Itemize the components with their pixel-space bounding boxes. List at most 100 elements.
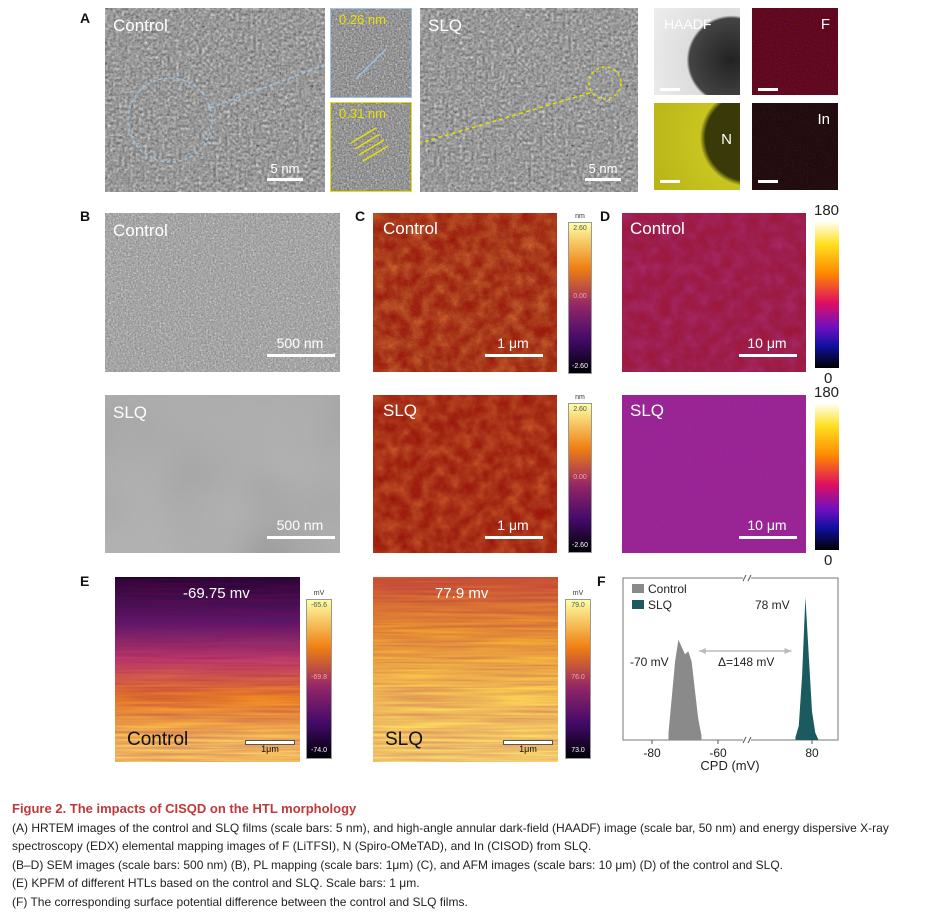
edx-label: F xyxy=(820,16,830,33)
hrtem-slq-image: SLQ 5 nm xyxy=(420,8,638,192)
pl-colorbar: nm 2.60 0.00 -2.60 xyxy=(568,213,592,374)
edx-n-map: N xyxy=(654,103,740,190)
scale-bar xyxy=(739,536,797,539)
hrtem-inset-slq: 0.31 nm xyxy=(330,102,412,192)
panel-label-c: C xyxy=(355,208,366,224)
kpfm-colorbar: mV 79.0 76.0 73.0 xyxy=(565,590,591,759)
colorbar-min: 0 xyxy=(824,552,833,569)
image-label: Control xyxy=(113,16,168,35)
scale-label: 1μm xyxy=(519,744,537,754)
edx-in-map: In xyxy=(752,103,838,190)
scale-bar xyxy=(267,354,335,357)
image-label: Control xyxy=(383,219,438,238)
colorbar-min: 0 xyxy=(824,370,833,387)
pl-slq-map: SLQ 1 μm xyxy=(373,395,557,553)
plot-frame xyxy=(622,577,839,741)
scale-bar xyxy=(739,354,797,357)
kpfm-value-label: 77.9 mv xyxy=(435,585,489,602)
scale-bar xyxy=(485,354,543,357)
edx-label: N xyxy=(721,131,732,148)
axis-break-mark xyxy=(742,736,747,744)
sem-slq-image: SLQ 500 nm xyxy=(105,395,340,553)
panel-label-a: A xyxy=(80,10,91,26)
colorbar-unit: mV xyxy=(572,590,584,597)
image-label: SLQ xyxy=(383,401,418,420)
figure-caption: Figure 2. The impacts of CISQD on the HT… xyxy=(12,800,922,911)
scale-label: 1 μm xyxy=(497,517,529,533)
caption-line: (B–D) SEM images (scale bars: 500 nm) (B… xyxy=(12,857,783,872)
colorbar-mid: 0.00 xyxy=(573,474,587,481)
legend-label-control: Control xyxy=(648,582,687,596)
caption-line: (F) The corresponding surface potential … xyxy=(12,894,468,909)
image-label: Control xyxy=(127,729,189,750)
scale-bar xyxy=(245,740,295,745)
legend-swatch-slq xyxy=(632,600,644,609)
image-label: SLQ xyxy=(113,403,148,422)
scale-bar xyxy=(503,740,553,745)
colorbar-mid: 0.00 xyxy=(573,293,587,300)
colorbar-min: 73.0 xyxy=(571,747,585,754)
image-label: Control xyxy=(113,221,168,240)
scale-label: 5 nm xyxy=(588,161,618,176)
colorbar-unit: nm xyxy=(575,213,585,220)
caption-line: (A) HRTEM images of the control and SLQ … xyxy=(12,820,889,854)
legend-label-slq: SLQ xyxy=(648,598,672,612)
scale-bar xyxy=(758,88,778,91)
afm-control-image: Control 10 μm xyxy=(622,213,806,372)
scale-label: 5 nm xyxy=(270,161,300,176)
colorbar-max: 2.60 xyxy=(573,225,587,232)
panel-label-f: F xyxy=(597,573,606,589)
image-label: SLQ xyxy=(385,729,424,750)
kpfm-value-label: -69.75 mv xyxy=(183,585,250,602)
legend-swatch-control xyxy=(632,584,644,593)
x-tick-label: -80 xyxy=(643,746,661,760)
axis-break-mark xyxy=(742,574,747,582)
panel-label-d: D xyxy=(600,208,611,224)
scale-label: 10 μm xyxy=(747,335,787,351)
image-label: SLQ xyxy=(428,16,463,35)
histogram-slq xyxy=(795,597,819,740)
scale-bar xyxy=(758,180,778,183)
colorbar-mid: 76.0 xyxy=(571,674,585,681)
edx-haadf-image: HAADF xyxy=(654,8,740,95)
colorbar-unit: nm xyxy=(575,394,585,401)
lattice-spacing-label: 0.26 nm xyxy=(339,12,386,27)
x-tick-label: -60 xyxy=(709,746,727,760)
colorbar-mid: -69.8 xyxy=(311,674,327,681)
afm-colorbar xyxy=(815,222,839,368)
scale-label: 500 nm xyxy=(276,335,324,351)
edx-label: In xyxy=(817,111,830,128)
scale-bar xyxy=(267,178,303,181)
colorbar-min: -2.60 xyxy=(572,363,588,370)
x-axis-label: CPD (mV) xyxy=(700,758,759,773)
edx-label: HAADF xyxy=(664,16,712,32)
caption-title: Figure 2. The impacts of CISQD on the HT… xyxy=(12,801,357,816)
pl-control-map: Control 1 μm xyxy=(373,213,557,372)
kpfm-slq-image: 77.9 mv SLQ 1μm xyxy=(373,577,558,762)
scale-label: 500 nm xyxy=(276,517,324,533)
axis-break-mark xyxy=(747,574,752,582)
scale-label: 10 μm xyxy=(747,517,787,533)
afm-colorbar xyxy=(815,404,839,550)
sem-control-image: Control 500 nm xyxy=(105,213,340,372)
scale-bar xyxy=(660,88,680,91)
pl-colorbar: nm 2.60 0.00 -2.60 xyxy=(568,394,592,553)
hrtem-control-image: Control 5 nm xyxy=(105,8,325,192)
edx-f-map: F xyxy=(752,8,838,95)
axis-break-mark xyxy=(747,736,752,744)
arrow-head-left xyxy=(698,648,706,654)
hrtem-inset-control: 0.26 nm xyxy=(330,8,412,98)
panel-label-e: E xyxy=(80,573,90,589)
annotation-delta: Δ=148 mV xyxy=(718,655,774,669)
scale-bar xyxy=(660,180,680,183)
x-tick-label: 80 xyxy=(805,746,819,760)
arrow-head-right xyxy=(784,648,792,654)
colorbar-unit: mV xyxy=(313,590,325,597)
scale-bar xyxy=(585,178,621,181)
image-label: SLQ xyxy=(630,401,665,420)
colorbar-max: 2.60 xyxy=(573,406,587,413)
scale-label: 1 μm xyxy=(497,335,529,351)
annotation-control-peak: -70 mV xyxy=(630,655,669,669)
colorbar-max: 79.0 xyxy=(571,602,585,609)
